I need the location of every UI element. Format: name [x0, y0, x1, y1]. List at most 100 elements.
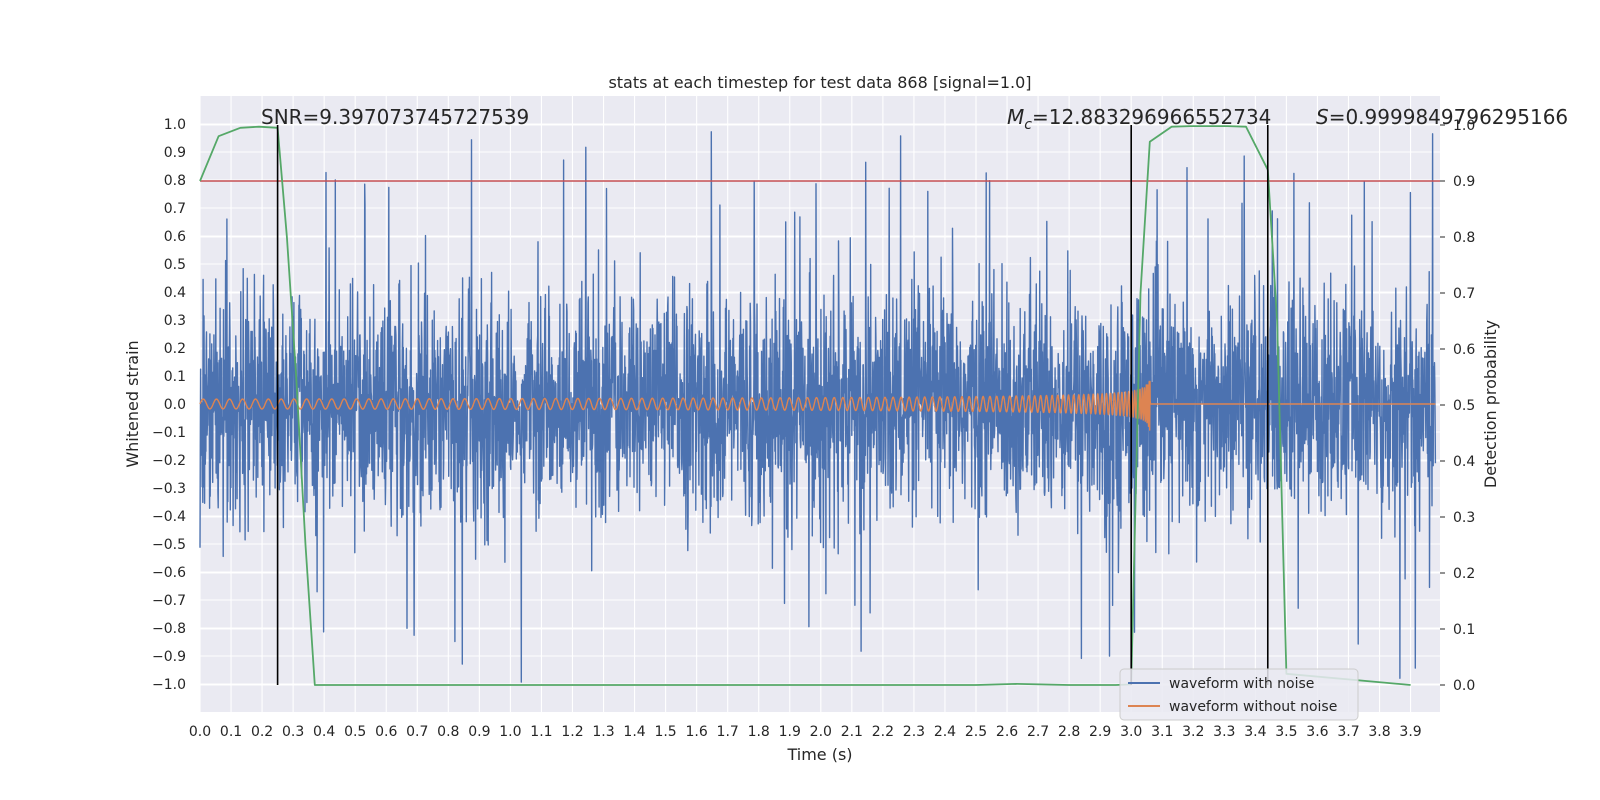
- y-tick-label: −0.6: [152, 565, 186, 581]
- y-tick-label: −0.4: [152, 509, 186, 525]
- y2-tick-label: 0.6: [1453, 342, 1475, 358]
- x-tick-label: 0.6: [375, 724, 397, 740]
- y2-tick-label: 0.8: [1453, 230, 1475, 246]
- y-tick-label: 0.4: [164, 285, 186, 301]
- x-tick-label: 1.3: [592, 724, 614, 740]
- x-tick-label: 2.3: [903, 724, 925, 740]
- x-tick-label: 0.5: [344, 724, 366, 740]
- s-value: =0.9999849796295166: [1329, 105, 1568, 129]
- y-tick-label: 0.5: [164, 257, 186, 273]
- x-tick-label: 0.0: [189, 724, 211, 740]
- x-tick-label: 2.7: [1027, 724, 1049, 740]
- y-tick-label: −0.7: [152, 593, 186, 609]
- vertical-markers: [276, 125, 1269, 685]
- mc-symbol: M: [1007, 105, 1024, 129]
- y-axis-label: Whitened strain: [123, 340, 142, 467]
- x-tick-label: 3.0: [1120, 724, 1142, 740]
- series-waveform-with-noise: [199, 131, 1437, 683]
- x-tick-label: 3.4: [1244, 724, 1266, 740]
- y-tick-label: 0.9: [164, 145, 186, 161]
- x-tick-label: 1.4: [623, 724, 645, 740]
- x-tick-label: 1.2: [561, 724, 583, 740]
- y-tick-labels: 1.0 0.9 0.8 0.7 0.6 0.5 0.4 0.3 0.2 0.1 0.0 −0.1 −0.…: [152, 117, 186, 693]
- x-tick-label: 1.0: [499, 724, 521, 740]
- chart-title: stats at each timestep for test data 868…: [608, 73, 1031, 92]
- detection-probability-line: [199, 125, 1411, 686]
- y2-tick-label: 0.3: [1453, 510, 1475, 526]
- y-tick-label: −0.9: [152, 649, 186, 665]
- x-tick-label: 3.5: [1275, 724, 1297, 740]
- x-tick-label: 0.3: [282, 724, 304, 740]
- y-tick-label: −0.1: [152, 425, 186, 441]
- x-axis-label: Time (s): [786, 745, 852, 764]
- clean-waveform-line: [199, 380, 1436, 431]
- x-tick-label: 2.9: [1089, 724, 1111, 740]
- x-tick-label: 3.1: [1151, 724, 1173, 740]
- y2-tick-label: 1.0: [1453, 118, 1475, 134]
- x-tick-label: 2.2: [872, 724, 894, 740]
- x-tick-label: 3.9: [1399, 724, 1421, 740]
- x-tick-label: 1.8: [748, 724, 770, 740]
- y-tick-label: 0.7: [164, 201, 186, 217]
- series-detection-probability: [199, 125, 1411, 686]
- y-tick-label: 0.8: [164, 173, 186, 189]
- y-tick-label: 0.6: [164, 229, 186, 245]
- x-tick-label: 2.0: [810, 724, 832, 740]
- x-tick-label: 0.7: [406, 724, 428, 740]
- x-tick-label: 1.9: [779, 724, 801, 740]
- y-tick-label: −0.3: [152, 481, 186, 497]
- x-tick-label: 2.1: [841, 724, 863, 740]
- y-tick-label: −0.5: [152, 537, 186, 553]
- y-tick-label: 0.2: [164, 341, 186, 357]
- y2-tick-label: 0.2: [1453, 566, 1475, 582]
- y-tick-label: 0.3: [164, 313, 186, 329]
- y-tick-label: 1.0: [164, 117, 186, 133]
- x-tick-label: 1.6: [686, 724, 708, 740]
- legend-label-noisy: waveform with noise: [1169, 676, 1314, 692]
- chirp-mass-annotation: Mc=12.883296966552734: [1007, 105, 1271, 133]
- legend-box: [1119, 668, 1359, 721]
- legend-label-clean: waveform without noise: [1169, 699, 1337, 715]
- mc-value: =12.883296966552734: [1032, 105, 1271, 129]
- s-symbol: S: [1316, 105, 1329, 129]
- x-tick-label: 3.7: [1337, 724, 1359, 740]
- y2-tick-label: 0.1: [1453, 622, 1475, 638]
- x-tick-label: 2.8: [1058, 724, 1080, 740]
- y-tick-label: −0.2: [152, 453, 186, 469]
- x-tick-label: 3.3: [1213, 724, 1235, 740]
- x-tick-label: 1.1: [530, 724, 552, 740]
- x-tick-label: 0.9: [468, 724, 490, 740]
- y2-tick-label: 0.4: [1453, 454, 1475, 470]
- y2-tick-label: 0.7: [1453, 286, 1475, 302]
- x-tick-label: 1.7: [717, 724, 739, 740]
- x-tick-label: 2.5: [965, 724, 987, 740]
- x-tick-label: 0.2: [251, 724, 273, 740]
- y-tick-label: −0.8: [152, 621, 186, 637]
- y2-tick-label: 0.0: [1453, 678, 1475, 694]
- x-tick-label: 0.8: [437, 724, 459, 740]
- y2-tick-label: 0.5: [1453, 398, 1475, 414]
- snr-annotation: SNR=9.397073745727539: [261, 105, 529, 129]
- x-tick-label: 2.6: [996, 724, 1018, 740]
- y-tick-label: −1.0: [152, 677, 186, 693]
- mc-subscript: c: [1024, 117, 1032, 133]
- score-annotation: S=0.9999849796295166: [1316, 105, 1568, 129]
- y-tick-label: 0.0: [164, 397, 186, 413]
- x-tick-label: 2.4: [934, 724, 956, 740]
- x-tick-label: 0.4: [313, 724, 335, 740]
- x-tick-label: 3.8: [1368, 724, 1390, 740]
- y2-axis-label: Detection probability: [1481, 320, 1500, 488]
- x-tick-labels: 0.0 0.1 0.2 0.3 0.4 0.5 0.6 0.7 0.8 0.9 1.0 1.1 1.2 1…: [189, 724, 1422, 740]
- x-tick-label: 1.5: [654, 724, 676, 740]
- noisy-waveform-line: [199, 131, 1437, 683]
- series-waveform-without-noise: [199, 380, 1436, 431]
- y-tick-label: 0.1: [164, 369, 186, 385]
- x-tick-label: 3.2: [1182, 724, 1204, 740]
- x-tick-label: 0.1: [220, 724, 242, 740]
- y2-tick-label: 0.9: [1453, 174, 1475, 190]
- x-tick-label: 3.6: [1306, 724, 1328, 740]
- legend: waveform with noise waveform without noi…: [1119, 668, 1359, 721]
- y2-tick-labels: 1.0 0.9 0.8 0.7 0.6 0.5 0.4 0.3 0.2 0.1 0.0: [1440, 118, 1475, 694]
